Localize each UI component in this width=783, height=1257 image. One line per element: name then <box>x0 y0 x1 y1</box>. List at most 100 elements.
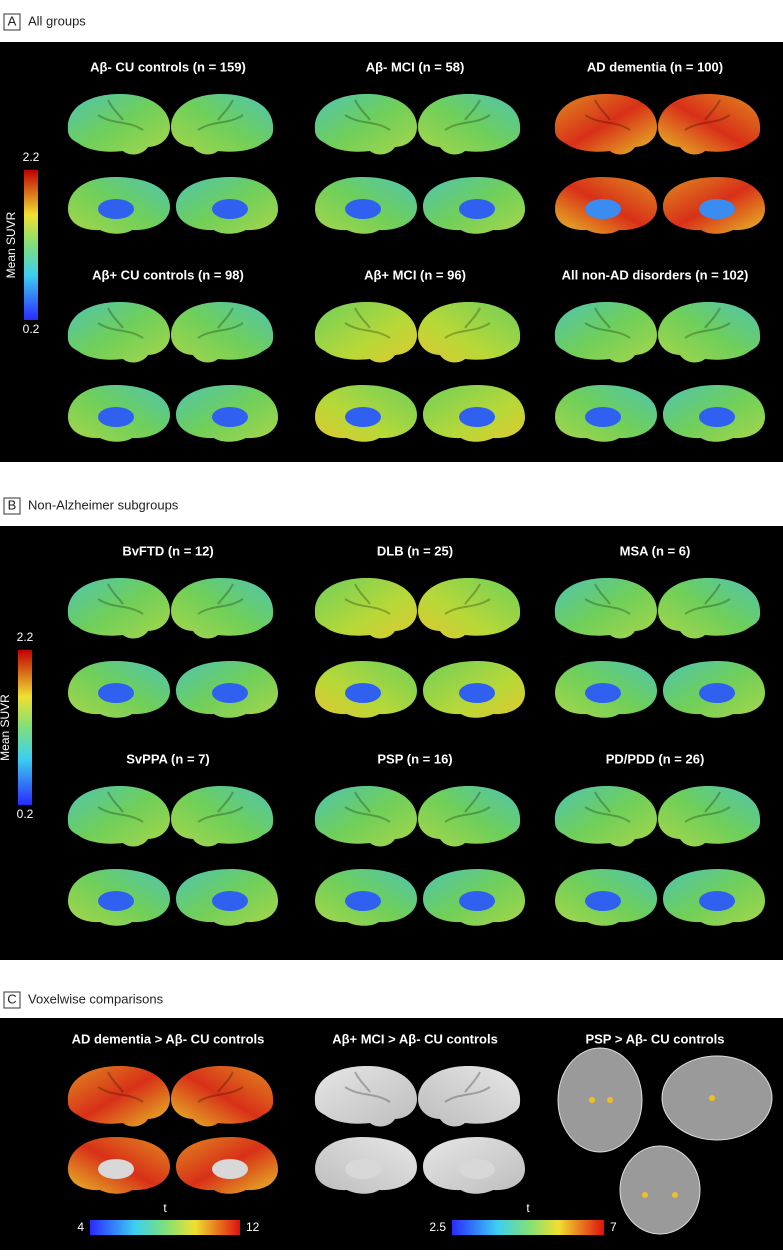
brain-sulcus <box>344 307 391 339</box>
brain-image <box>68 869 170 926</box>
brain-surface <box>67 93 170 155</box>
brain-image <box>176 385 278 442</box>
brain-medial-region <box>699 407 735 427</box>
brain-surface <box>314 785 417 847</box>
brain-image <box>67 301 170 363</box>
mri-sagittal <box>661 1055 773 1141</box>
brain-sulcus <box>344 99 391 131</box>
brain-image <box>314 785 417 847</box>
brain-sulcus <box>584 99 631 131</box>
mri-highlight <box>607 1097 613 1103</box>
brain-medial-region <box>459 683 495 703</box>
brain-image <box>171 301 274 363</box>
group-title: PSP > Aβ- CU controls <box>585 1031 724 1046</box>
group-title: MSA (n = 6) <box>620 543 691 558</box>
brain-surface <box>171 1065 274 1127</box>
brain-image <box>176 661 278 718</box>
brain-medial-region <box>98 1159 134 1179</box>
brain-image <box>555 385 657 442</box>
panel-title: All groups <box>28 13 86 28</box>
brain-surface <box>658 301 761 363</box>
brain-sulcus <box>584 583 631 615</box>
brain-medial-region <box>212 891 248 911</box>
brain-surface <box>658 93 761 155</box>
brain-surface <box>314 301 417 363</box>
brain-medial-region <box>585 199 621 219</box>
brain-sulcus <box>97 307 144 339</box>
brain-medial-region <box>459 891 495 911</box>
group-title: PD/PDD (n = 26) <box>606 751 705 766</box>
colorbar-min: 4 <box>77 1220 84 1234</box>
brain-image <box>67 577 170 639</box>
brain-image <box>423 385 525 442</box>
brain-surface <box>418 93 521 155</box>
group-title: BvFTD (n = 12) <box>122 543 213 558</box>
brain-surface <box>418 785 521 847</box>
brain-medial-region <box>345 891 381 911</box>
panel-letter-box <box>3 497 21 515</box>
colorbar <box>24 170 38 320</box>
brain-sulcus <box>344 1071 391 1103</box>
brain-surface <box>554 577 657 639</box>
brain-surface <box>658 785 761 847</box>
brain-image <box>423 1137 525 1194</box>
brain-surface <box>67 301 170 363</box>
brain-medial-region <box>699 683 735 703</box>
brain-medial-region <box>699 199 735 219</box>
brain-image <box>658 93 761 155</box>
brain-image <box>418 301 521 363</box>
brain-medial-region <box>98 683 134 703</box>
brain-medial-region <box>585 683 621 703</box>
brain-medial-region <box>98 891 134 911</box>
brain-image <box>423 661 525 718</box>
brain-medial-region <box>585 891 621 911</box>
brain-image <box>554 785 657 847</box>
colorbar-min: 2.5 <box>429 1220 446 1234</box>
brain-sulcus <box>197 1071 244 1103</box>
brain-image <box>315 869 417 926</box>
group-title: PSP (n = 16) <box>377 751 452 766</box>
brain-sulcus <box>684 791 731 823</box>
mri-highlight <box>672 1192 678 1198</box>
colorbar-label: Mean SUVR <box>4 211 18 278</box>
brain-surface <box>67 785 170 847</box>
brain-surface <box>171 577 274 639</box>
brain-surface <box>314 93 417 155</box>
brain-sulcus <box>444 583 491 615</box>
group-title: AD dementia (n = 100) <box>587 59 723 74</box>
brain-image <box>418 577 521 639</box>
colorbar-min: 0.2 <box>17 807 34 821</box>
colorbar-label: t <box>163 1201 167 1215</box>
brain-image <box>68 661 170 718</box>
panel-letter: A <box>8 13 17 28</box>
brain-image <box>67 1065 170 1127</box>
panel-letter: C <box>7 991 16 1006</box>
group-title: Aβ+ MCI > Aβ- CU controls <box>332 1031 498 1046</box>
panel-title: Voxelwise comparisons <box>28 991 164 1006</box>
brain-surface <box>418 301 521 363</box>
brain-image <box>663 385 765 442</box>
colorbar-max: 2.2 <box>23 150 40 164</box>
brain-sulcus <box>444 1071 491 1103</box>
brain-medial-region <box>212 407 248 427</box>
brain-medial-region <box>98 407 134 427</box>
brain-sulcus <box>444 99 491 131</box>
brain-image <box>67 93 170 155</box>
brain-sulcus <box>344 583 391 615</box>
brain-surface <box>418 577 521 639</box>
colorbar-max: 7 <box>610 1220 617 1234</box>
group-title: Aβ+ CU controls (n = 98) <box>92 267 244 282</box>
brain-image <box>658 301 761 363</box>
brain-image <box>418 93 521 155</box>
brain-image <box>68 385 170 442</box>
brain-image <box>663 177 765 234</box>
brain-image <box>176 869 278 926</box>
colorbar-max: 2.2 <box>17 630 34 644</box>
colorbar <box>18 650 32 805</box>
brain-sulcus <box>97 99 144 131</box>
mri-coronal <box>619 1145 701 1235</box>
brain-surface <box>171 93 274 155</box>
brain-medial-region <box>212 199 248 219</box>
brain-sulcus <box>344 791 391 823</box>
